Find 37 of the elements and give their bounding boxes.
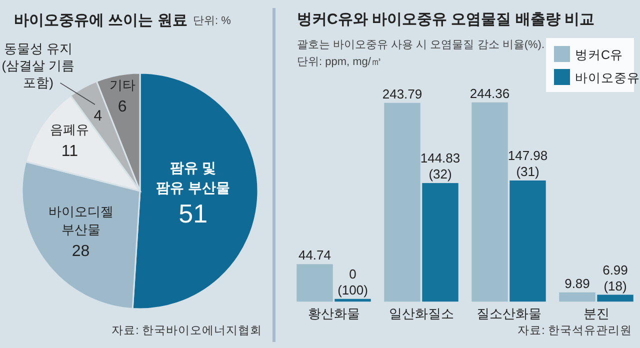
bar (559, 292, 596, 302)
chart-title: 바이오중유에 쓰이는 원료 (14, 12, 188, 29)
x-tick-label: 분진 (583, 306, 610, 321)
data-label: 147.98 (31) (508, 148, 548, 180)
data-label: 4 (94, 107, 102, 124)
text: 자료: 한국바이오에너지협회 (112, 325, 262, 337)
x-tick-label: 황산화물 (308, 306, 360, 321)
slice-label: 기타 (109, 77, 136, 92)
data-label: 9.89 (564, 276, 590, 291)
legend-label: 바이오중유 (575, 71, 640, 85)
x-tick-label: 일산화질소 (388, 306, 454, 321)
chart-title: 벙커C유와 바이오중유 오염물질 배출량 비교 (297, 11, 595, 28)
slice-label: 음폐유 (50, 122, 90, 138)
data-label: 0 (100) (338, 266, 368, 298)
bar (472, 102, 508, 302)
data-label: 11 (61, 143, 78, 160)
slice-label: 바이오디젤 부산물 (48, 204, 114, 237)
chart-subtitle: 단위: % (193, 15, 232, 27)
data-label: 144.83 (32) (420, 150, 460, 182)
data-label: 6 (118, 98, 127, 116)
bar (384, 102, 420, 302)
data-label: 244.36 (470, 86, 510, 101)
chart-subtitle: 괄호는 바이오중유 사용 시 오염물질 감소 비율(%). 단위: ppm, mg/㎥ (297, 39, 544, 68)
bar (296, 264, 333, 302)
data-label: 44.74 (298, 248, 332, 263)
slice-label: 팜유 및 팜유 부산물 (156, 160, 230, 196)
text: 자료: 한국석유관리원 (518, 325, 632, 337)
x-tick-label: 질소산화물 (476, 306, 542, 321)
data-label: 243.79 (382, 86, 422, 102)
data-label: 51 (178, 198, 208, 229)
data-label: 6.99 (18) (602, 262, 628, 294)
bar (422, 183, 458, 302)
bar (597, 294, 634, 302)
legend-label: 벙커C유 (575, 48, 624, 62)
slice-label: 동물성 유지 (삼결살 기름 포함) (2, 40, 75, 90)
data-label: 28 (72, 243, 90, 260)
bar (510, 180, 546, 302)
